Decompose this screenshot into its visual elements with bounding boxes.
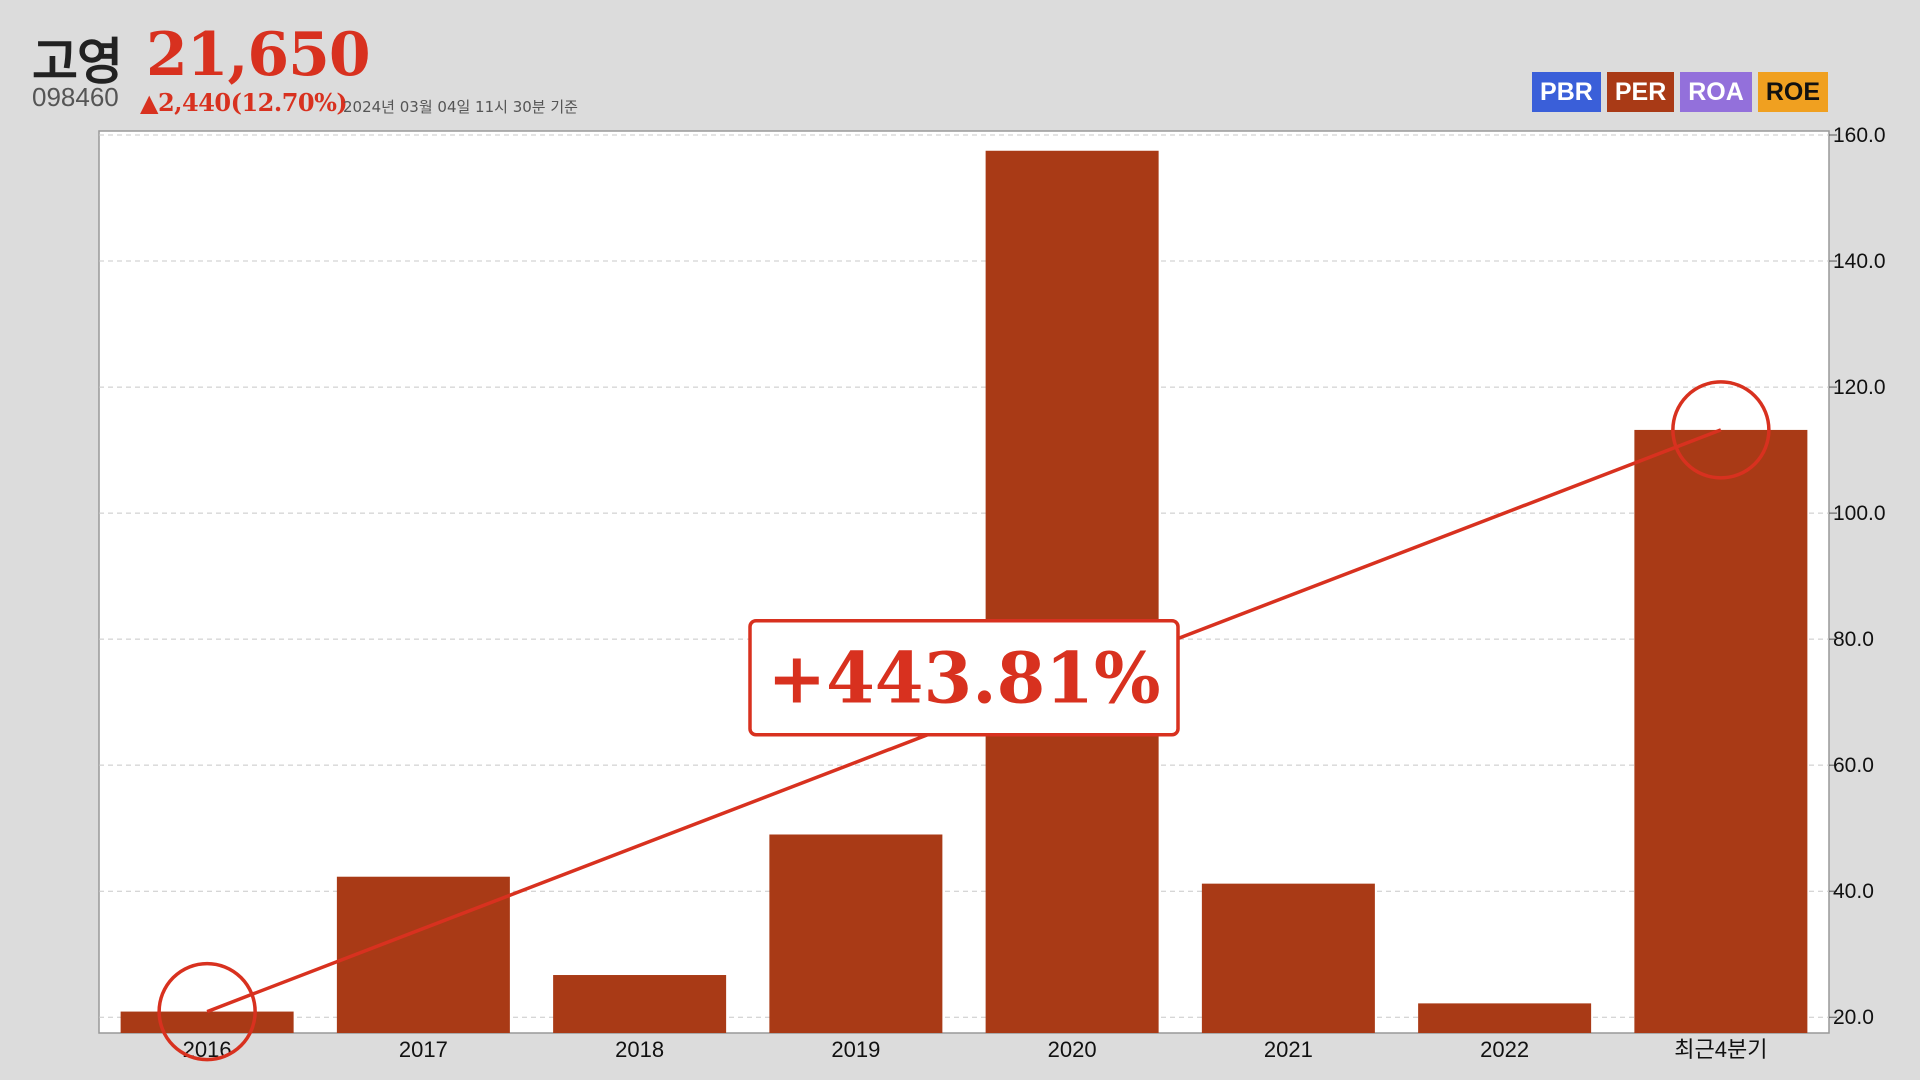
x-tick-label: 2019 xyxy=(831,1037,880,1062)
x-axis: 2016 2017 2018 2019 2020 2021 2022 최근4분기 xyxy=(183,1037,1768,1062)
bar-2020 xyxy=(985,150,1159,1033)
legend-per-button[interactable]: PER xyxy=(1606,72,1675,112)
bar-2016 xyxy=(120,1011,294,1033)
bar-최근4분기 xyxy=(1634,429,1808,1033)
price-change: ▲2,440(12.70%) xyxy=(140,88,348,117)
y-tick-label: 20.0 xyxy=(1833,1006,1874,1029)
growth-badge xyxy=(748,618,1180,737)
stock-name: 고영 xyxy=(32,33,123,91)
legend-roa-button[interactable]: ROA xyxy=(1680,72,1752,112)
x-tick-label: 2020 xyxy=(1048,1037,1097,1062)
legend-roe-button[interactable]: ROE xyxy=(1757,72,1828,112)
bar-2021 xyxy=(1201,883,1375,1033)
bar-2018 xyxy=(553,975,727,1033)
bar-2017 xyxy=(336,876,510,1033)
bars-group xyxy=(120,150,1808,1033)
growth-annotation: +443.81% xyxy=(157,380,1771,1062)
bar-2022 xyxy=(1418,1003,1592,1033)
y-tick-label: 100.0 xyxy=(1833,502,1886,525)
growth-percentage: +443.81% xyxy=(767,637,1160,720)
bar-2019 xyxy=(769,834,943,1033)
y-tick-label: 40.0 xyxy=(1833,880,1874,903)
y-tick-label: 160.0 xyxy=(1833,124,1886,147)
x-tick-label: 2022 xyxy=(1480,1037,1529,1062)
y-tick-label: 80.0 xyxy=(1833,628,1874,651)
x-tick-label: 2021 xyxy=(1264,1037,1313,1062)
as-of-timestamp: 2024년 03월 04일 11시 30분 기준 xyxy=(343,98,578,116)
stock-price: 21,650 xyxy=(146,20,371,90)
x-tick-label: 최근4분기 xyxy=(1674,1037,1767,1062)
grid-lines xyxy=(99,134,1829,1018)
y-tick-label: 60.0 xyxy=(1833,754,1874,777)
y-axis: 20.0 40.0 60.0 80.0 100.0 120.0 140.0 160.0 xyxy=(1829,124,1886,1029)
end-circle xyxy=(1671,380,1771,480)
y-tick-label: 140.0 xyxy=(1833,250,1886,273)
metric-legend: PBR PER ROA ROE xyxy=(1532,72,1828,112)
x-tick-label: 2018 xyxy=(615,1037,664,1062)
start-circle xyxy=(157,961,257,1062)
stock-code: 098460 xyxy=(32,82,119,112)
y-tick-label: 120.0 xyxy=(1833,376,1886,399)
legend-pbr-button[interactable]: PBR xyxy=(1532,72,1601,112)
x-tick-label: 2017 xyxy=(399,1037,448,1062)
